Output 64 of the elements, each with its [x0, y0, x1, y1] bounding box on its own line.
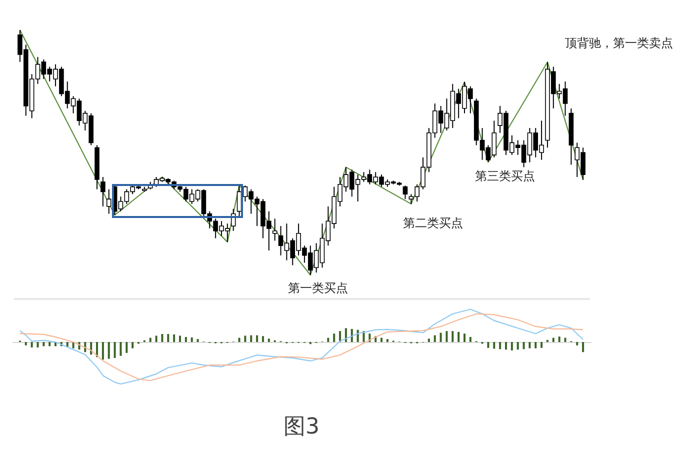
- bar: [132, 342, 134, 348]
- caption: 图3: [284, 414, 320, 440]
- bar: [386, 339, 388, 342]
- bar: [155, 336, 158, 342]
- bar: [576, 342, 578, 346]
- bar: [256, 335, 258, 342]
- bar: [380, 338, 383, 342]
- bar: [333, 334, 336, 342]
- bar: [564, 338, 566, 342]
- bar: [102, 342, 104, 360]
- bar: [493, 342, 496, 349]
- annotation: 第二类买点: [403, 216, 463, 230]
- bar: [190, 337, 193, 342]
- bar: [434, 335, 436, 342]
- bar: [149, 338, 152, 342]
- bar: [244, 336, 246, 342]
- bar: [499, 342, 502, 350]
- bar: [552, 338, 554, 342]
- annotation: 第三类买点: [475, 169, 535, 183]
- bar: [120, 342, 122, 356]
- bar: [504, 342, 507, 350]
- bar: [540, 342, 543, 348]
- bar: [356, 330, 359, 342]
- bar: [250, 335, 252, 342]
- bar: [452, 331, 454, 342]
- annotation: 顶背驰，第一类卖点: [565, 36, 673, 50]
- candlestick: [106, 188, 112, 214]
- bar: [268, 338, 270, 342]
- bar: [167, 334, 170, 342]
- bar: [446, 331, 448, 342]
- bar: [238, 338, 240, 342]
- bar: [108, 342, 110, 359]
- bar: [126, 342, 128, 353]
- bar: [327, 338, 330, 342]
- bar: [582, 342, 584, 352]
- bar: [516, 342, 519, 350]
- bar: [440, 332, 442, 342]
- bar: [522, 342, 525, 350]
- bar: [24, 342, 27, 346]
- bar: [458, 332, 460, 342]
- bar: [528, 342, 531, 348]
- bar: [114, 342, 116, 358]
- candlestick: [100, 176, 106, 207]
- bar: [196, 339, 199, 342]
- bar: [173, 334, 176, 342]
- bar: [534, 342, 537, 348]
- bar: [558, 336, 560, 342]
- bar: [42, 342, 45, 346]
- bar: [262, 336, 264, 342]
- bar: [463, 334, 466, 342]
- bar: [36, 342, 39, 348]
- text: 第一类买点: [288, 281, 348, 295]
- bar: [344, 328, 347, 342]
- bar: [66, 342, 68, 348]
- bar: [178, 336, 181, 342]
- bar: [48, 342, 51, 346]
- bar: [469, 336, 472, 342]
- bar: [487, 342, 490, 348]
- bar: [30, 342, 33, 348]
- candlestick: [272, 218, 278, 242]
- bar: [184, 336, 187, 342]
- bar: [428, 338, 430, 342]
- bar: [161, 334, 164, 342]
- candlestick: [402, 185, 408, 200]
